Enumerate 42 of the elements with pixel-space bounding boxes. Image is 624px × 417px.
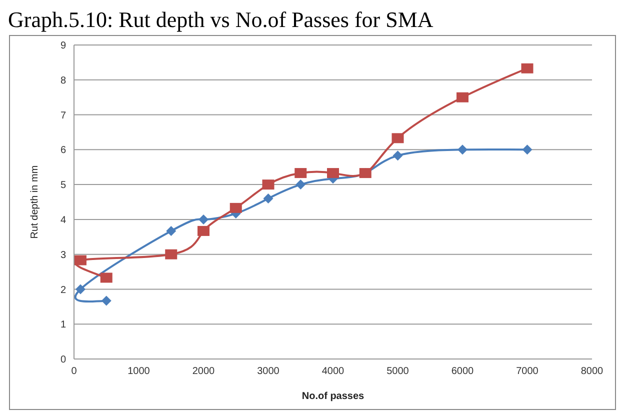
y-tick-label: 9 <box>60 40 66 52</box>
point <box>296 180 306 190</box>
point <box>198 226 210 236</box>
y-tick-label: 3 <box>60 250 66 261</box>
point <box>230 202 242 213</box>
x-tick-label: 8000 <box>580 366 604 378</box>
y-tick-label: 6 <box>60 145 66 156</box>
point <box>198 214 208 224</box>
x-tick-label: 5000 <box>386 366 410 378</box>
point <box>100 272 112 283</box>
y-tick-label: 1 <box>60 320 66 331</box>
x-tick-label: 4000 <box>322 366 345 378</box>
point <box>522 144 532 155</box>
x-axis-title: No.of passes <box>302 391 365 402</box>
point <box>294 168 307 178</box>
chart-title: Graph.5.10: Rut depth vs No.of Passes for SMA <box>8 7 434 32</box>
y-axis-title: Rut depth in mm <box>30 165 41 239</box>
y-tick-label: 2 <box>60 284 66 296</box>
point <box>101 296 112 306</box>
point <box>74 255 86 266</box>
point <box>263 194 274 204</box>
point <box>392 133 404 144</box>
point <box>75 284 86 294</box>
point <box>458 144 468 155</box>
x-tick-label: 0 <box>71 366 78 378</box>
y-tick-label: 4 <box>60 214 66 226</box>
point <box>165 249 178 260</box>
point <box>456 92 468 102</box>
y-tick-label: 8 <box>60 75 66 86</box>
point <box>262 180 274 190</box>
point <box>392 150 403 161</box>
point <box>166 226 176 236</box>
x-tick-label: 3000 <box>257 366 280 378</box>
point <box>327 168 339 178</box>
point <box>521 63 534 74</box>
y-tick-label: 7 <box>60 110 66 122</box>
y-tick-label: 5 <box>60 180 66 192</box>
x-tick-label: 7000 <box>516 366 539 378</box>
x-tick-label: 1000 <box>128 366 150 378</box>
x-tick-label: 6000 <box>451 366 474 378</box>
x-tick-label: 2000 <box>192 366 216 378</box>
y-tick-label: 0 <box>60 354 66 366</box>
